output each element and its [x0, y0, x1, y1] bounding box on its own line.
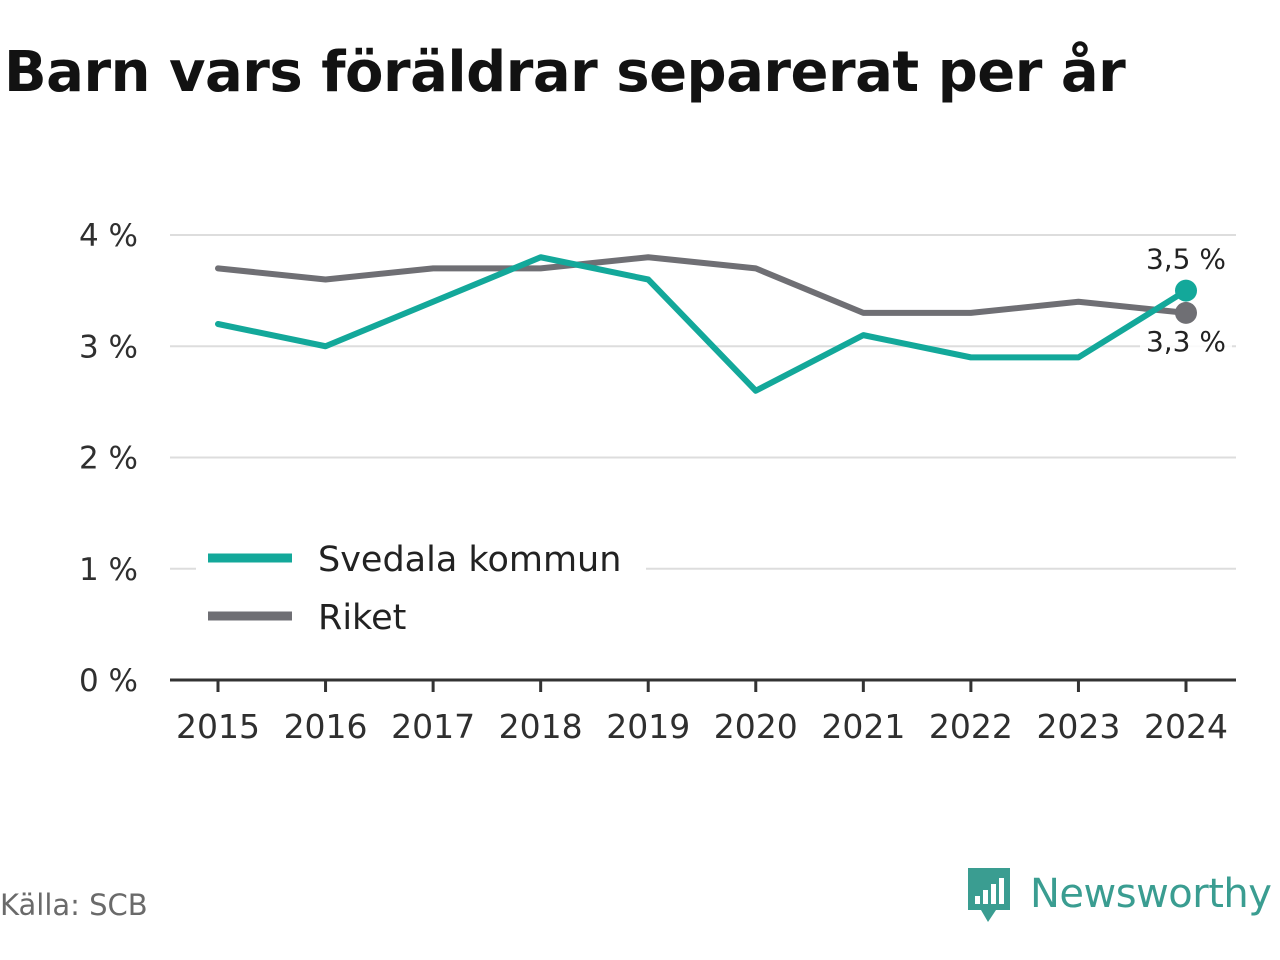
- series-lines: [215, 254, 1189, 394]
- end-marker: [1175, 301, 1197, 324]
- x-tick-label: 2016: [284, 707, 368, 746]
- legend-label: Svedala kommun: [318, 540, 621, 580]
- chart-title: Barn vars föräldrar separerat per år: [4, 40, 1126, 105]
- brand-logo: Newsworthy: [964, 864, 1272, 924]
- end-label: 3,5 %: [1146, 243, 1226, 276]
- y-tick-label: 2 %: [79, 441, 138, 477]
- series-line: [215, 254, 1189, 316]
- source-note: Källa: SCB: [0, 888, 148, 922]
- series-line: [215, 254, 1189, 394]
- x-tick-label: 2017: [391, 707, 475, 746]
- x-axis: 2015 2016 2017 2018 2019 2020 2021 2022 2023 2024: [170, 678, 1236, 746]
- y-tick-label: 4 %: [79, 218, 138, 254]
- legend-label: Riket: [318, 598, 406, 638]
- x-tick-label: 2024: [1144, 707, 1228, 746]
- end-labels: 3,5 % 3,3 %: [1140, 243, 1232, 358]
- end-marker: [1175, 279, 1197, 302]
- y-tick-label: 0 %: [79, 663, 138, 699]
- x-tick-label: 2022: [929, 707, 1013, 746]
- y-tick-label: 3 %: [79, 329, 138, 365]
- newsworthy-logo-icon: [968, 868, 1010, 922]
- end-label-background: [1140, 324, 1232, 357]
- x-tick-label: 2020: [714, 707, 798, 746]
- x-tick-label: 2023: [1036, 707, 1120, 746]
- brand-name: Newsworthy: [1030, 871, 1272, 917]
- grid-lines: [170, 234, 1236, 570]
- x-tick-label: 2019: [606, 707, 690, 746]
- x-tick-label: 2015: [176, 707, 260, 746]
- legend: Svedala kommun Riket: [196, 525, 646, 645]
- y-axis-ticks: 0 % 1 % 2 % 3 % 4 %: [79, 218, 138, 699]
- y-tick-label: 1 %: [79, 552, 138, 588]
- x-tick-label: 2018: [499, 707, 583, 746]
- x-tick-label: 2021: [821, 707, 905, 746]
- legend-background: [196, 525, 646, 645]
- end-label: 3,3 %: [1146, 325, 1226, 358]
